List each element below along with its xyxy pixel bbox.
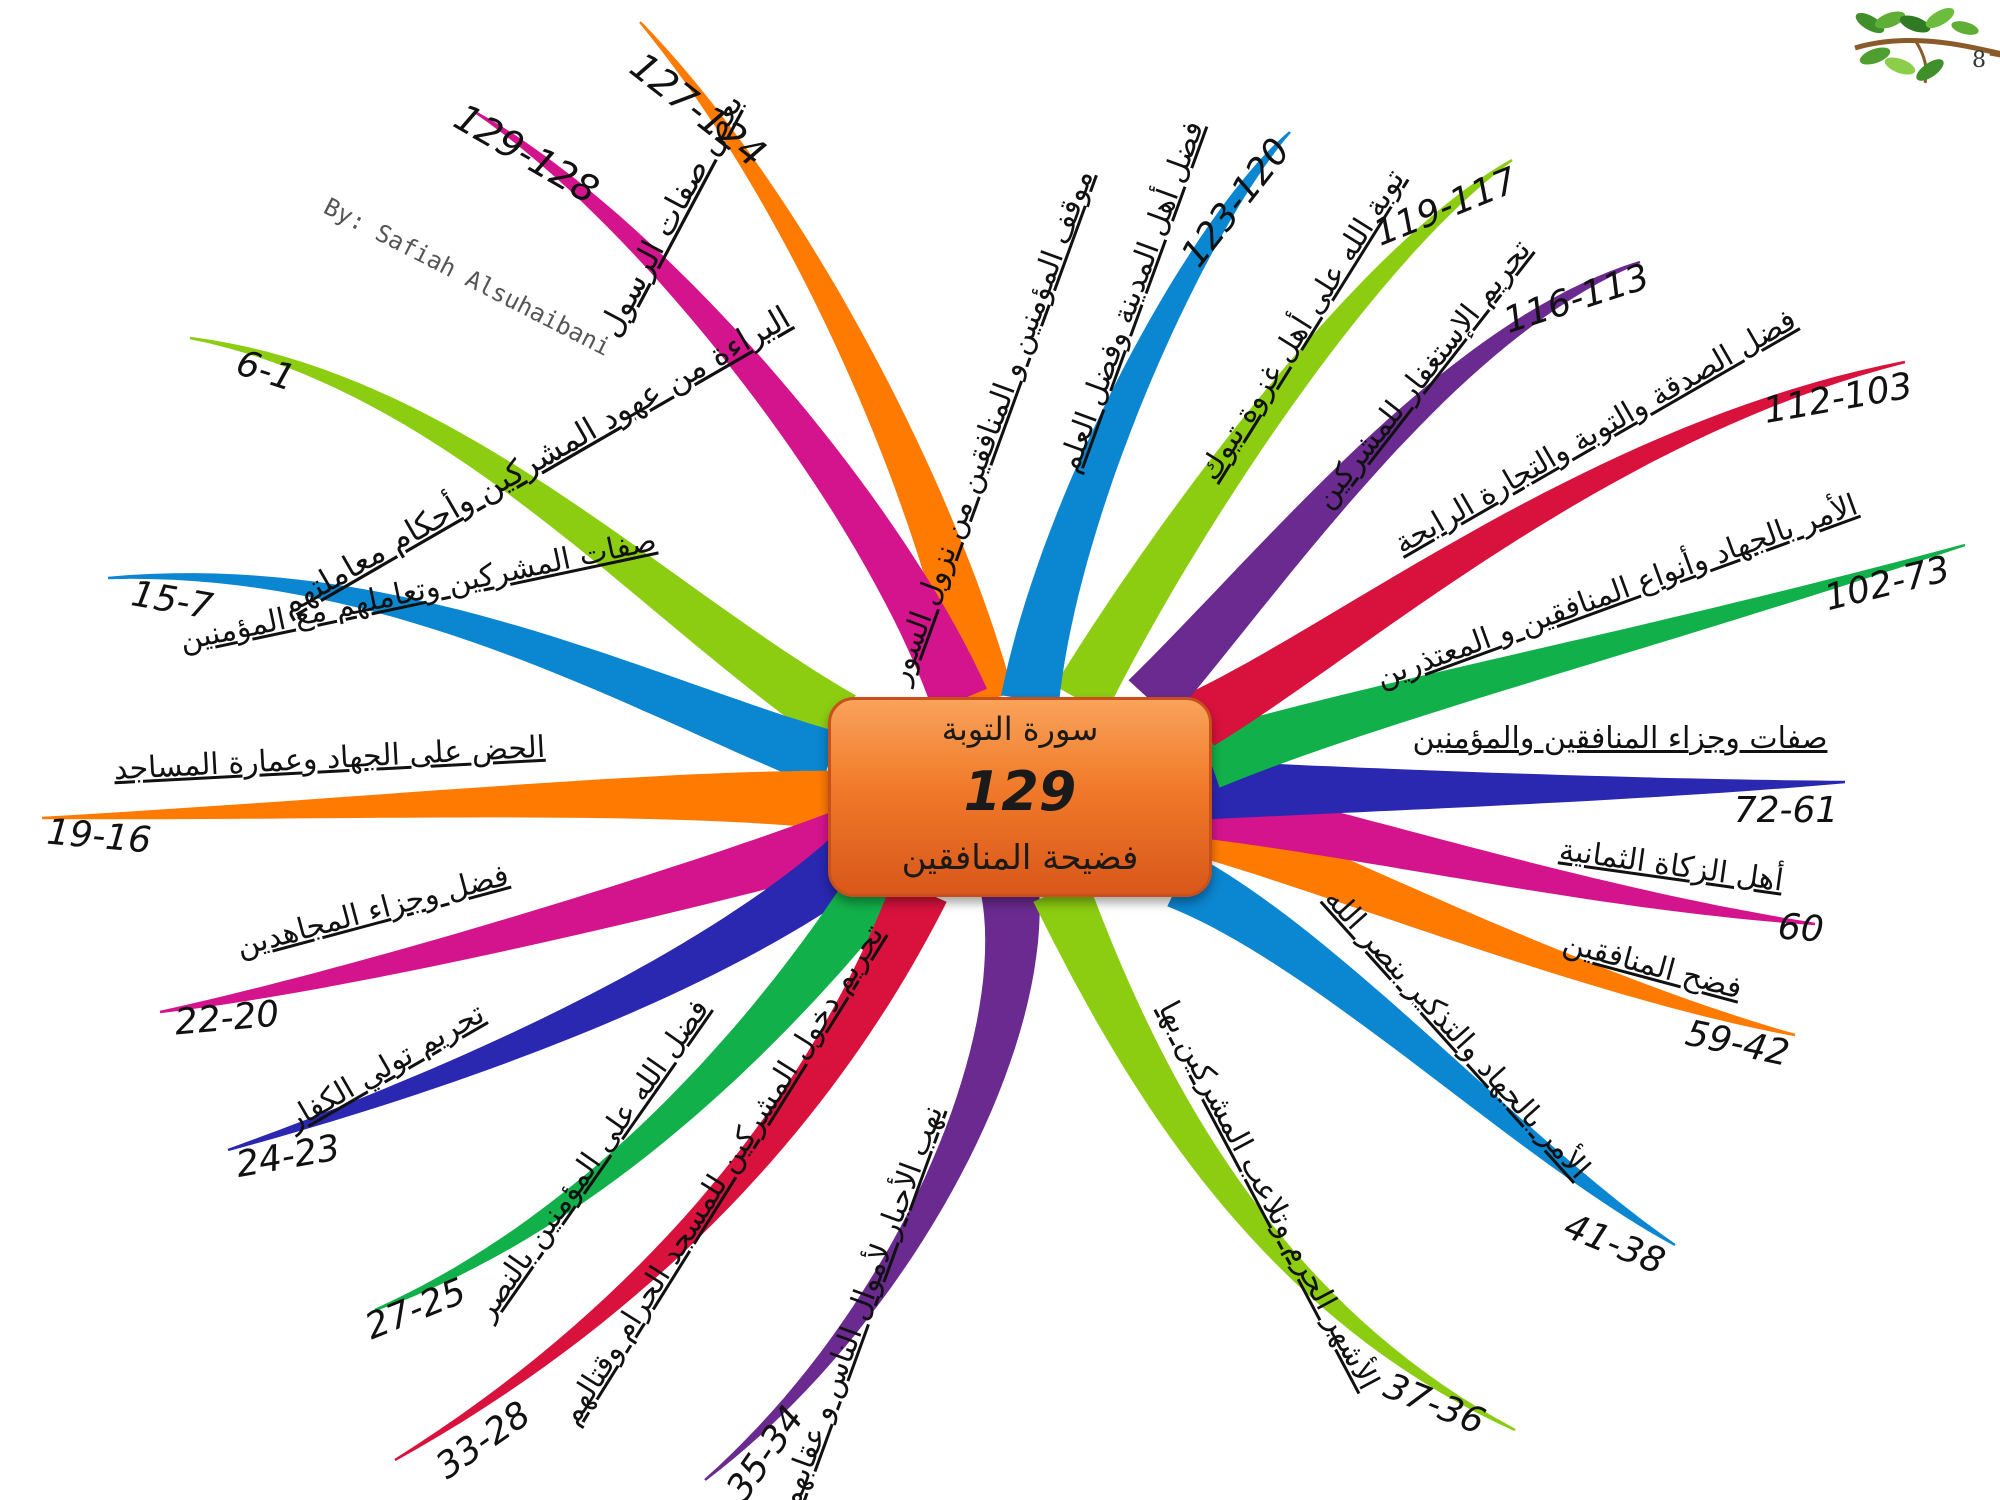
branch-verse-range-15: 72-61 [1734, 790, 1839, 831]
branch-13 [1200, 802, 1796, 1037]
surah-title: سورة التوبة [941, 710, 1099, 748]
branch-17 [1186, 360, 1906, 746]
branch-2 [474, 111, 987, 712]
branch-verse-range-11: 37-36 [1378, 1366, 1490, 1443]
branch-verse-range-3: 6-1 [231, 342, 300, 399]
branch-5 [42, 770, 832, 830]
branches-layer [42, 21, 1966, 1481]
author-credit: By: Safiah Alsuhaibani [319, 192, 615, 361]
branch-verse-range-13: 59-42 [1682, 1013, 1793, 1075]
branch-20 [1001, 131, 1291, 705]
branch-4 [107, 573, 840, 788]
page-number: 8 [1972, 48, 1986, 73]
branch-label-11: الأشهر الحرم وتلاعب المشركين بها [1151, 994, 1389, 1396]
branch-verse-range-14: 60 [1777, 906, 1826, 950]
central-topic: سورة التوبة 129 فضيحة المنافقين [828, 697, 1212, 897]
branch-19 [1054, 159, 1513, 715]
branch-12 [1167, 853, 1676, 1246]
branch-10 [704, 887, 1040, 1481]
branch-verse-range-2: 129-128 [447, 95, 607, 212]
branch-6 [159, 812, 849, 1014]
branch-verse-range-16: 102-73 [1820, 549, 1954, 620]
branch-verse-range-6: 22-20 [173, 994, 281, 1044]
branch-11 [1033, 878, 1516, 1432]
branch-label-15: صفات وجزاء المنافقين والمؤمنين [1413, 721, 1828, 756]
branch-verse-range-12: 41-38 [1558, 1206, 1670, 1283]
branch-verse-range-7: 24-23 [233, 1127, 343, 1186]
branch-9 [394, 878, 947, 1461]
branch-verse-range-5: 19-16 [45, 812, 153, 862]
tree-branch-logo [1854, 7, 2000, 84]
branch-8 [374, 862, 904, 1312]
branch-3 [189, 336, 856, 745]
branch-7 [227, 837, 869, 1152]
branch-18 [1128, 260, 1641, 720]
branch-14 [1204, 781, 1816, 926]
branch-15 [1210, 760, 1845, 820]
branch-label-5: الحض على الجهاد وعمارة المساجد [113, 730, 546, 788]
branch-verse-range-17: 112-103 [1760, 365, 1915, 431]
branch-16 [1200, 543, 1966, 788]
surah-theme: فضيحة المنافقين [901, 838, 1139, 878]
branch-1 [639, 21, 1014, 707]
branch-verse-range-8: 27-25 [360, 1271, 472, 1348]
verse-count: 129 [963, 760, 1077, 823]
